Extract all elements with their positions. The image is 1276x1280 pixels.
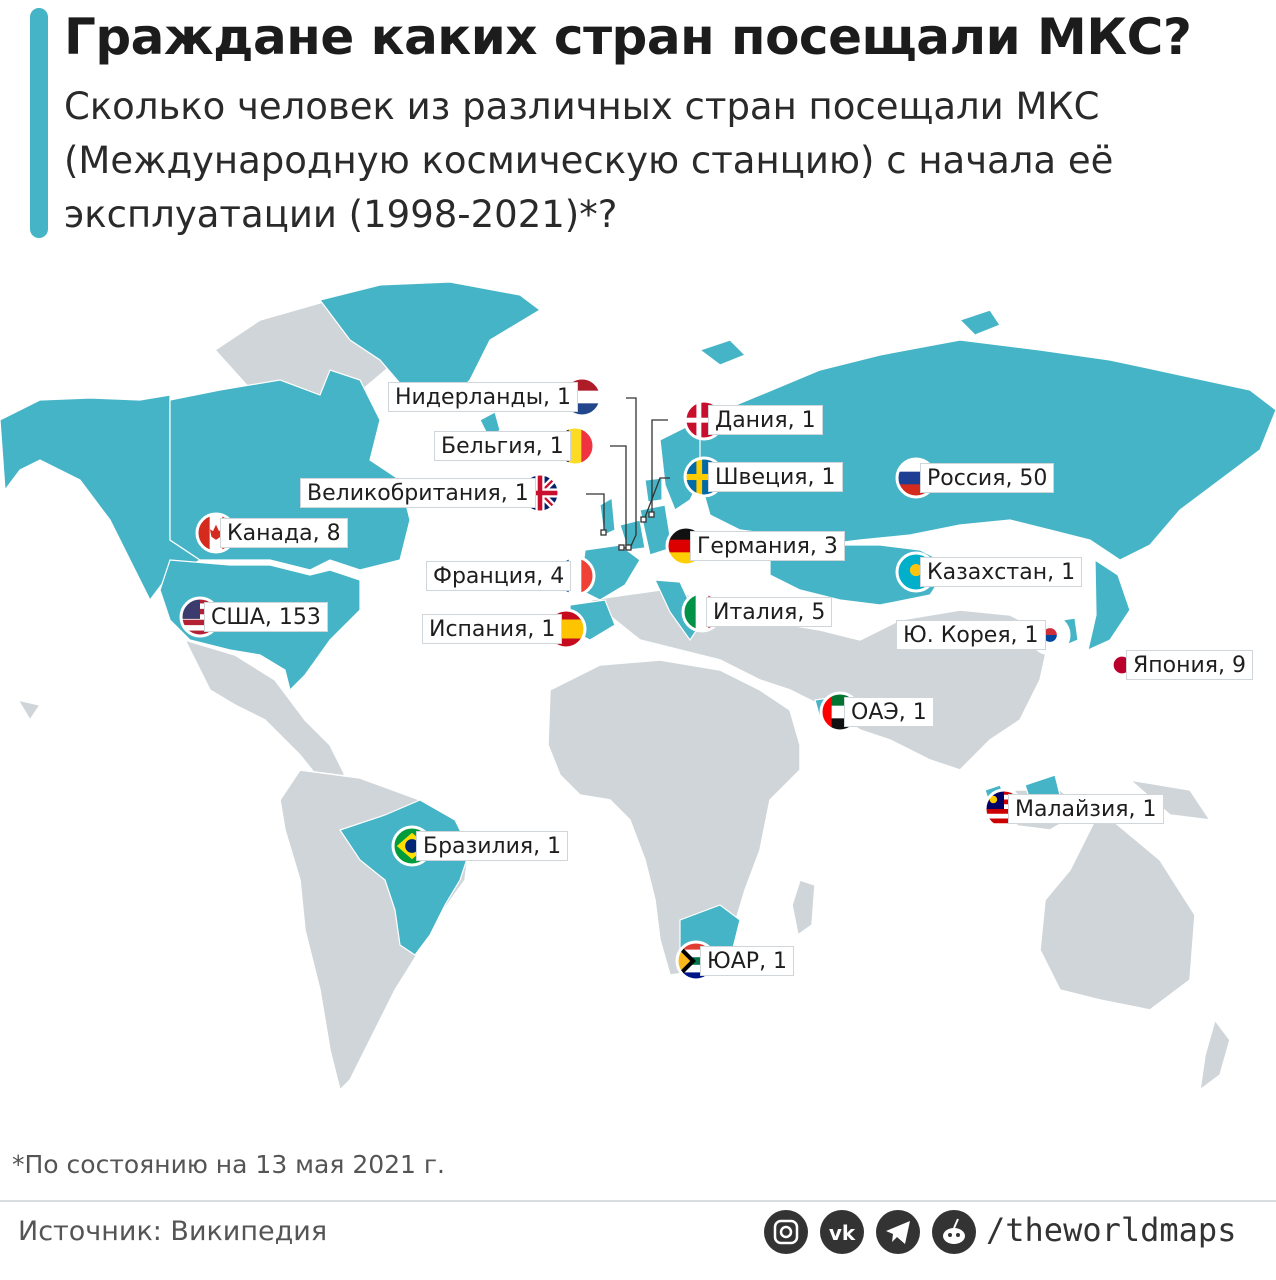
country-label-south_africa: ЮАР, 1 [700,946,795,976]
south-africa-flag-icon [677,942,715,980]
leader-lines [586,397,670,549]
page-subtitle: Сколько человек из различных стран посещ… [64,85,1114,236]
country-label-malaysia: Малайзия, 1 [1008,794,1164,824]
country-label-denmark: Дания, 1 [708,405,823,435]
country-label-uae: ОАЭ, 1 [844,697,934,727]
country-label-italy: Италия, 5 [706,597,833,627]
country-label-germany: Германия, 3 [690,531,845,561]
social-icons: vk [764,1210,976,1254]
svg-text:vk: vk [829,1221,856,1245]
country-label-canada: Канада, 8 [220,518,348,548]
country-label-russia: Россия, 50 [920,463,1055,493]
vk-icon[interactable] [820,1210,864,1254]
country-label-japan: Япония, 9 [1126,650,1254,680]
country-label-korea: Ю. Корея, 1 [896,620,1046,650]
country-label-sweden: Швеция, 1 [708,462,843,492]
country-label-france: Франция, 4 [426,561,572,591]
leader-endpoints [600,511,655,551]
country-label-uk: Великобритания, 1 [300,478,536,508]
page-title: Граждане каких стран посещали МКС? [64,8,1192,66]
accent-bar [30,8,48,238]
country-label-brazil: Бразилия, 1 [416,831,569,861]
country-label-belgium: Бельгия, 1 [434,431,571,461]
usa-flag-icon [181,598,219,636]
footer-divider [0,1200,1276,1202]
social-handle[interactable]: /theworldmaps [986,1211,1237,1249]
country-label-usa: США, 153 [204,602,328,632]
source-text: Источник: Википедия [18,1216,328,1247]
country-label-kazakhstan: Казахстан, 1 [920,557,1083,587]
country-label-spain: Испания, 1 [422,614,563,644]
footnote: *По состоянию на 13 мая 2021 г. [12,1150,445,1179]
instagram-icon[interactable] [764,1210,808,1254]
country-label-netherlands: Нидерланды, 1 [388,382,579,412]
